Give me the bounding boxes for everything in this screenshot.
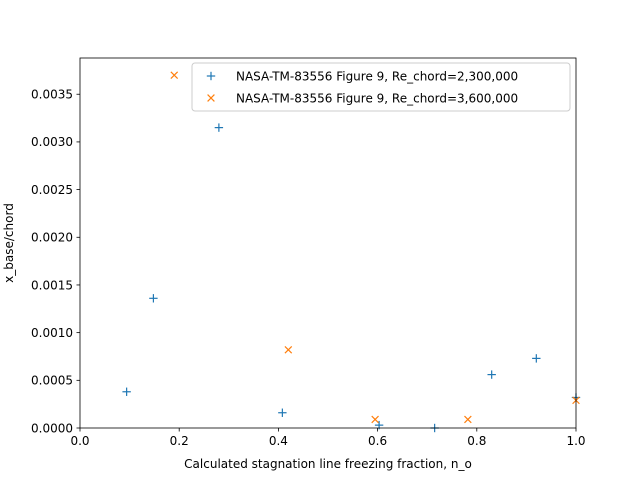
y-tick-label: 0.0020 [31,231,73,245]
data-point-s1-3 [214,123,224,132]
x-tick-label: 1.0 [566,434,585,448]
data-point-s2-1 [170,71,179,79]
data-point-s1-1 [122,387,131,396]
legend-marker-1 [206,71,216,81]
x-tick-label: 0.0 [70,434,89,448]
y-tick-label: 0.0030 [31,135,73,149]
x-axis-label: Calculated stagnation line freezing frac… [184,457,472,471]
x-tick-label: 0.4 [269,434,288,448]
y-tick-label: 0.0035 [31,88,73,102]
legend-entry-2: NASA-TM-83556 Figure 9, Re_chord=3,600,0… [236,92,518,106]
x-tick-label: 0.8 [467,434,486,448]
y-tick-label: 0.0025 [31,183,73,197]
data-point-s2-3 [371,415,379,424]
axes: 0.0 0.2 0.4 0.6 0.8 1.0 0.0000 0.0005 0.0010 0.00… [31,57,586,448]
y-tick-label: 0.0015 [31,278,73,292]
legend: NASA-TM-83556 Figure 9, Re_chord=2,300,0… [191,62,571,112]
axes-frame [79,57,577,429]
legend-marker-2 [207,94,215,102]
y-tick-label: 0.0010 [31,326,73,340]
y-axis-label: x_base/chord [2,203,16,283]
legend-entry-1: NASA-TM-83556 Figure 9, Re_chord=2,300,0… [236,70,518,84]
y-tick-label: 0.0000 [31,421,73,435]
data-point-s1-8 [532,354,541,363]
y-tick-label: 0.0005 [31,374,73,388]
plot-area [80,58,576,428]
data-point-s1-4 [278,408,287,417]
data-point-s2-2 [284,345,293,354]
data-point-s2-4 [464,415,472,424]
data-point-s1-2 [149,294,158,303]
x-tick-label: 0.2 [170,434,189,448]
x-tick-label: 0.6 [368,434,387,448]
data-point-s1-7 [487,370,496,379]
legend-box [191,62,571,112]
